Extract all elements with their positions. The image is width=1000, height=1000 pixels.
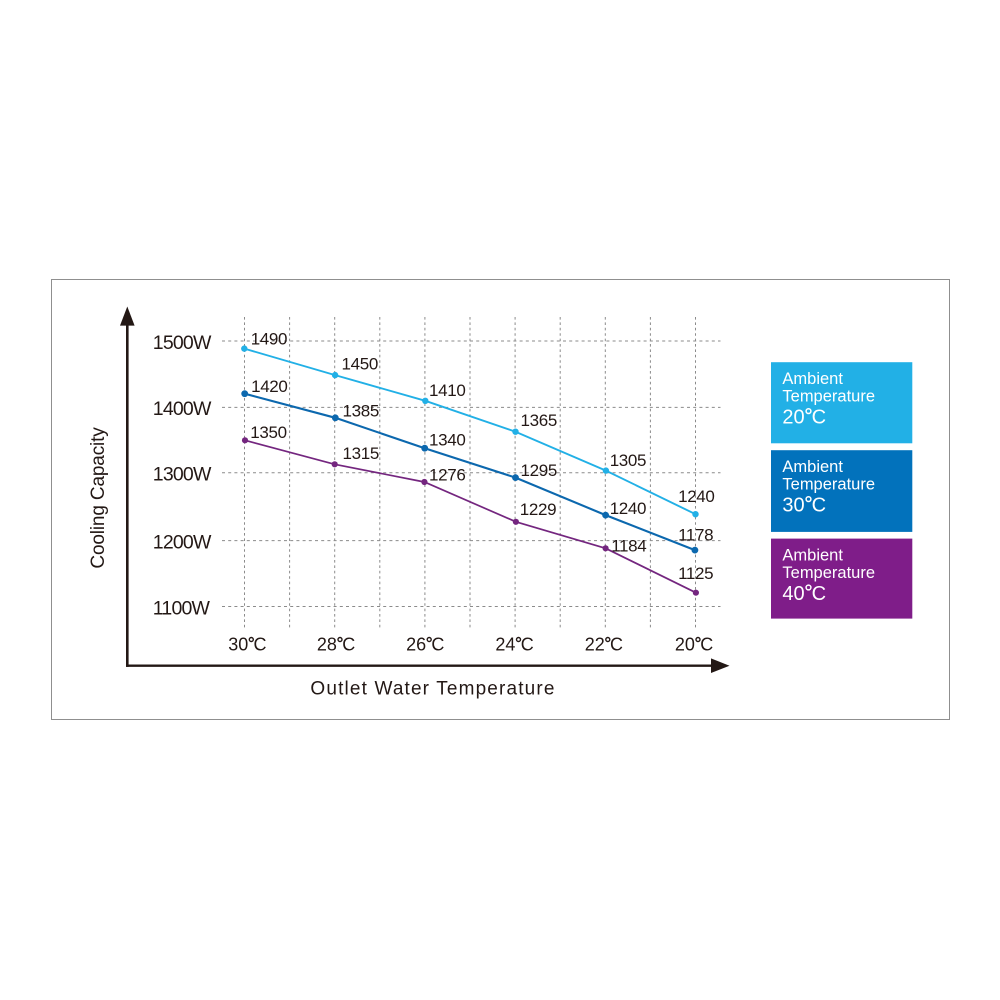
svg-text:1200W: 1200W <box>153 531 212 553</box>
svg-text:C: C <box>521 634 534 654</box>
svg-text:C: C <box>342 634 355 654</box>
svg-text:C: C <box>610 634 623 654</box>
svg-text:1305: 1305 <box>610 451 646 470</box>
svg-text:1385: 1385 <box>343 402 379 421</box>
svg-text:20: 20 <box>675 634 695 654</box>
svg-text:1340: 1340 <box>429 430 465 449</box>
svg-text:C: C <box>812 407 826 429</box>
svg-text:Ambient: Ambient <box>782 370 843 388</box>
svg-text:1365: 1365 <box>521 411 557 430</box>
svg-text:1125: 1125 <box>678 564 713 583</box>
svg-text:1178: 1178 <box>678 526 713 545</box>
svg-text:Temperature: Temperature <box>782 476 875 494</box>
svg-text:1100W: 1100W <box>153 597 211 619</box>
svg-text:20: 20 <box>782 407 804 429</box>
svg-text:Cooling Capacity: Cooling Capacity <box>88 427 109 569</box>
svg-text:1184: 1184 <box>611 537 646 556</box>
svg-text:C: C <box>431 634 444 654</box>
svg-text:C: C <box>254 634 267 654</box>
svg-text:Temperature: Temperature <box>782 564 875 582</box>
svg-text:1420: 1420 <box>251 377 287 396</box>
svg-text:1450: 1450 <box>342 354 378 373</box>
svg-text:28: 28 <box>317 634 337 654</box>
svg-text:1276: 1276 <box>429 466 465 485</box>
svg-text:C: C <box>700 634 713 654</box>
svg-text:1300W: 1300W <box>153 464 212 486</box>
svg-text:1500W: 1500W <box>153 332 212 354</box>
svg-text:26: 26 <box>406 634 426 654</box>
svg-text:22: 22 <box>585 634 605 654</box>
svg-text:1240: 1240 <box>678 487 714 506</box>
svg-text:1410: 1410 <box>429 381 465 400</box>
svg-text:30: 30 <box>228 634 248 654</box>
svg-text:C: C <box>812 495 826 517</box>
svg-text:Ambient: Ambient <box>782 547 843 565</box>
svg-text:Temperature: Temperature <box>782 388 875 406</box>
svg-text:24: 24 <box>495 634 515 654</box>
svg-text:1295: 1295 <box>521 461 557 480</box>
svg-text:C: C <box>812 583 826 605</box>
svg-text:1490: 1490 <box>251 330 287 349</box>
svg-text:1315: 1315 <box>343 444 379 463</box>
svg-text:1229: 1229 <box>520 500 556 519</box>
svg-text:30: 30 <box>782 495 804 517</box>
svg-text:Ambient: Ambient <box>782 458 843 476</box>
svg-text:40: 40 <box>782 583 804 605</box>
svg-text:1350: 1350 <box>250 423 286 442</box>
svg-text:1240: 1240 <box>610 499 646 518</box>
svg-text:1400W: 1400W <box>153 398 212 420</box>
svg-text:Outlet Water Temperature: Outlet Water Temperature <box>310 678 555 699</box>
